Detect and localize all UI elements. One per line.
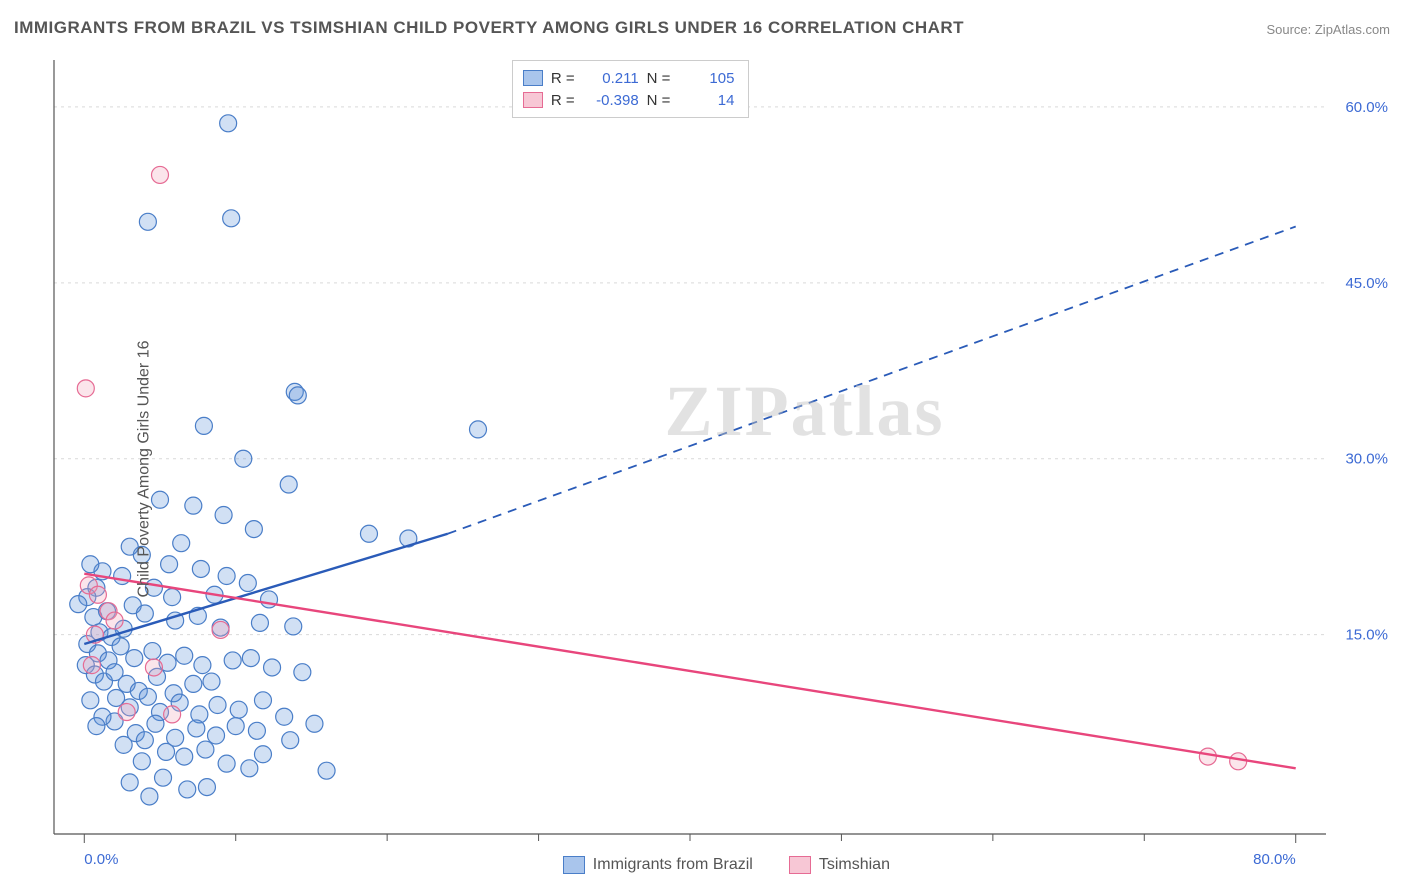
svg-text:0.0%: 0.0% <box>84 851 118 868</box>
svg-text:30.0%: 30.0% <box>1345 451 1388 468</box>
svg-text:60.0%: 60.0% <box>1345 99 1388 116</box>
swatch-icon <box>563 856 585 874</box>
swatch-icon <box>789 856 811 874</box>
stat-row: R = -0.398 N = 14 <box>523 89 735 111</box>
n-label: N = <box>647 92 671 109</box>
swatch-icon <box>523 70 543 86</box>
r-label: R = <box>551 70 575 87</box>
stat-row: R = 0.211 N = 105 <box>523 67 735 89</box>
swatch-icon <box>523 92 543 108</box>
r-label: R = <box>551 92 575 109</box>
series-legend: Immigrants from Brazil Tsimshian <box>563 856 890 874</box>
scatter-chart: 0.0% 80.0% 15.0% 30.0% 45.0% 60.0% <box>10 56 1396 882</box>
svg-text:45.0%: 45.0% <box>1345 275 1388 292</box>
svg-text:80.0%: 80.0% <box>1253 851 1296 868</box>
chart-title: IMMIGRANTS FROM BRAZIL VS TSIMSHIAN CHIL… <box>14 18 964 38</box>
chart-container: Child Poverty Among Girls Under 16 0.0% 8… <box>10 56 1396 882</box>
source-label: Source: ZipAtlas.com <box>1266 22 1390 37</box>
legend-item: Immigrants from Brazil <box>563 856 753 874</box>
correlation-legend: R = 0.211 N = 105 R = -0.398 N = 14 <box>512 60 750 118</box>
y-axis-label: Child Poverty Among Girls Under 16 <box>136 341 154 598</box>
r-value-0: 0.211 <box>583 70 639 87</box>
n-value-0: 105 <box>678 70 734 87</box>
legend-label: Tsimshian <box>819 856 890 874</box>
legend-item: Tsimshian <box>789 856 890 874</box>
svg-text:15.0%: 15.0% <box>1345 627 1388 644</box>
n-value-1: 14 <box>678 92 734 109</box>
legend-label: Immigrants from Brazil <box>593 856 753 874</box>
n-label: N = <box>647 70 671 87</box>
r-value-1: -0.398 <box>583 92 639 109</box>
